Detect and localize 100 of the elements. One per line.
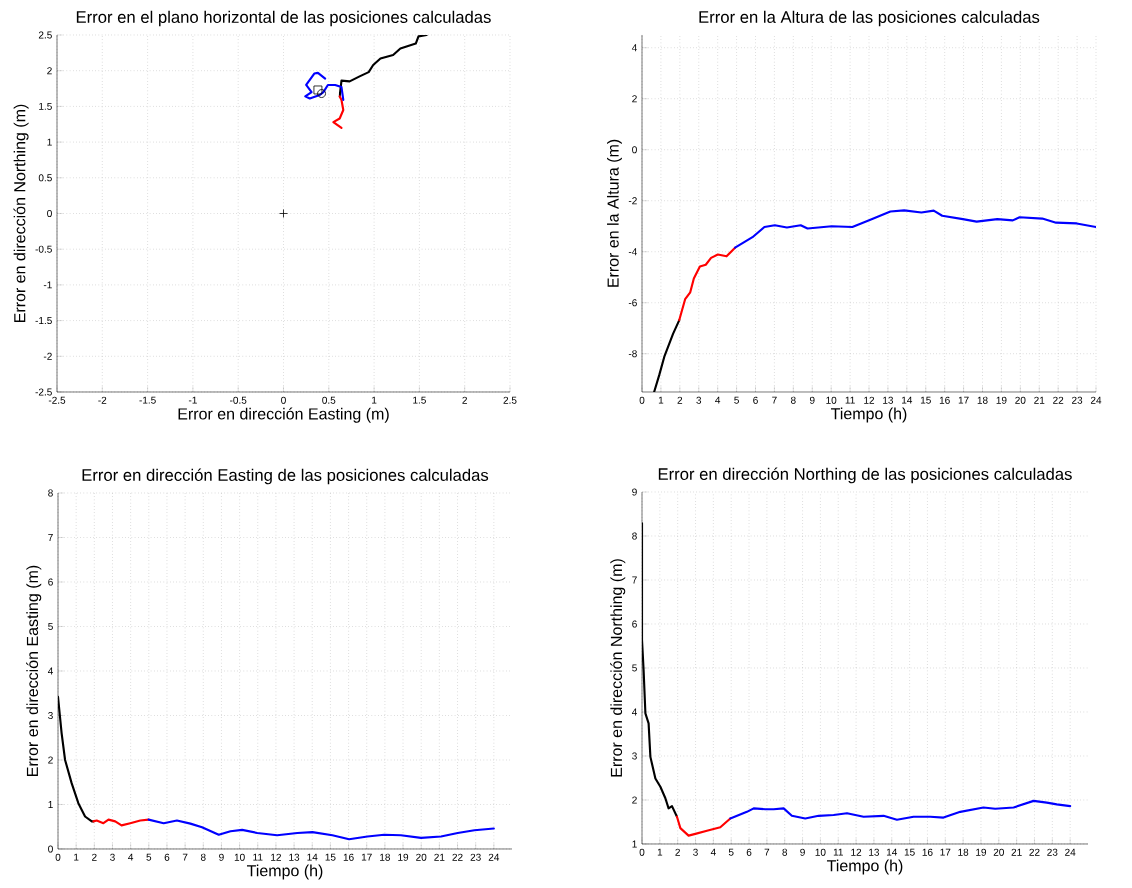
y-tick-label: 2	[47, 67, 52, 75]
x-tick-label: 8	[782, 848, 788, 856]
x-tick-label: 23	[470, 853, 481, 861]
x-tick-label: 21	[1034, 396, 1045, 404]
x-tick-label: 0.5	[322, 396, 336, 404]
line-series	[675, 815, 732, 837]
x-tick-label: 20	[1015, 396, 1026, 404]
x-tick-label: 10	[826, 396, 837, 404]
x-tick-label: 24	[1065, 848, 1076, 856]
x-tick-label: 18	[977, 396, 988, 404]
x-tick-label: 2	[675, 848, 680, 856]
y-tick-label: 4	[631, 44, 637, 52]
y-axis-title: Error en la Altura (m)	[607, 139, 622, 287]
x-tick-label: 19	[398, 853, 409, 861]
x-tick-label: 6	[746, 848, 752, 856]
y-tick-label: 1	[48, 801, 53, 808]
x-tick-label: 13	[883, 396, 894, 404]
x-tick-label: 6	[753, 396, 758, 404]
x-tick-label: 18	[958, 848, 969, 856]
y-tick-label: 0	[47, 209, 52, 218]
x-tick-label: -1	[188, 396, 197, 404]
y-tick-label: 6	[48, 578, 53, 586]
x-tick-label: 16	[939, 396, 950, 404]
x-tick-label: -2	[98, 396, 107, 404]
y-tick-label: 8	[48, 489, 53, 497]
chart-title: Error en dirección Northing de las posiciones calculadas	[658, 467, 1072, 484]
y-tick-label: 5	[632, 664, 637, 672]
x-tick-label: 1.5	[413, 396, 426, 404]
x-tick-label: 4	[710, 848, 716, 856]
y-tick-label: 3	[632, 752, 637, 760]
y-tick-label: 9	[632, 488, 637, 496]
y-tick-label: 0	[632, 146, 637, 154]
y-tick-label: 2	[632, 796, 637, 804]
y-tick-label: 1	[632, 840, 637, 848]
x-tick-label: 21	[1011, 848, 1022, 856]
x-tick-label: 16	[922, 848, 933, 856]
x-tick-label: 21	[434, 853, 445, 861]
y-tick-label: 3	[48, 711, 53, 720]
x-tick-label: 2	[677, 396, 683, 404]
y-tick-label: 7	[48, 534, 53, 541]
point	[317, 89, 326, 98]
x-axis-title: Tiempo (h)	[826, 859, 903, 875]
x-tick-label: 23	[1072, 396, 1083, 404]
x-tick-label: 15	[920, 396, 931, 404]
chart-title: Error en dirección Easting de las posiciones calculadas	[82, 468, 489, 485]
chart-title: Error en el plano horizontal de las posiciones calculadas	[76, 10, 491, 27]
x-tick-label: 11	[845, 396, 855, 404]
x-tick-label: 1	[74, 853, 79, 861]
y-tick-label: 4	[631, 708, 637, 716]
x-tick-label: 0	[639, 848, 645, 856]
y-tick-label: -2	[43, 352, 52, 360]
x-tick-label: 15	[904, 848, 915, 856]
x-tick-label: 10	[234, 853, 245, 861]
x-tick-label: 17	[958, 396, 969, 404]
x-tick-label: 5	[728, 848, 734, 856]
y-tick-label: -2.5	[35, 388, 52, 396]
x-tick-label: 19	[996, 396, 1007, 404]
x-tick-label: 17	[361, 853, 372, 861]
x-tick-label: 17	[940, 848, 951, 856]
y-tick-label: 6	[632, 620, 637, 628]
x-tick-label: 1	[658, 396, 664, 404]
x-tick-label: 3	[696, 396, 702, 404]
x-tick-label: 16	[343, 853, 354, 861]
x-tick-label: 0	[281, 396, 286, 404]
x-tick-label: 24	[1090, 396, 1102, 404]
x-tick-label: 20	[993, 848, 1004, 856]
x-tick-label: 14	[307, 853, 318, 861]
line-series	[147, 818, 495, 841]
x-tick-label: 18	[380, 853, 391, 861]
x-tick-label: 8	[200, 853, 206, 861]
y-axis-title: Error en dirección Northing (m)	[610, 559, 626, 777]
x-tick-label: 9	[800, 848, 805, 856]
y-tick-label: 2.5	[38, 31, 52, 39]
x-tick-label: 2	[462, 396, 467, 404]
x-tick-label: 1	[657, 848, 663, 856]
x-tick-label: 4	[715, 396, 721, 404]
y-tick-label: -6	[628, 299, 637, 307]
x-tick-label: 2	[92, 853, 97, 861]
x-tick-label: 22	[452, 853, 463, 861]
y-tick-label: 0.5	[38, 174, 52, 182]
x-tick-label: 14	[902, 396, 913, 404]
line-series	[729, 799, 1072, 821]
y-tick-label: -0.5	[35, 245, 52, 253]
x-tick-label: 5	[734, 396, 739, 404]
x-tick-label: 12	[851, 848, 862, 856]
x-tick-label: 7	[182, 853, 188, 861]
y-tick-label: 1.5	[39, 102, 52, 110]
x-axis-title: Tiempo (h)	[246, 864, 323, 880]
x-tick-label: 22	[1053, 396, 1064, 404]
x-tick-label: 23	[1047, 848, 1058, 856]
x-tick-label: 0	[55, 853, 61, 861]
x-tick-label: 12	[271, 853, 281, 861]
y-tick-label: -8	[628, 350, 637, 358]
line-series	[734, 209, 1096, 249]
x-tick-label: -1.5	[139, 396, 156, 404]
x-tick-label: 13	[869, 848, 880, 856]
x-tick-label: 3	[693, 848, 698, 856]
y-axis-title: Error en dirección Easting (m)	[26, 565, 42, 776]
point	[313, 85, 323, 95]
x-tick-label: 7	[772, 396, 777, 404]
